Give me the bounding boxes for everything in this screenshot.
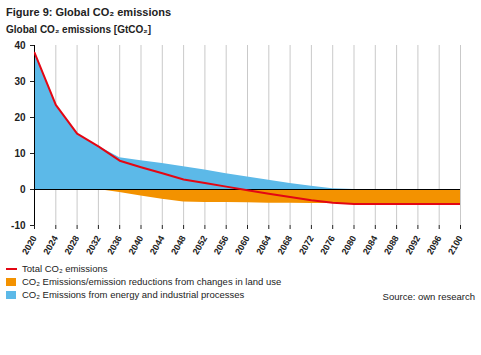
svg-text:2060: 2060 [233, 234, 252, 256]
html-text:Source: own research: Source: own research [382, 291, 475, 302]
svg-text:2068: 2068 [276, 234, 295, 256]
html-text:CO₂ Emissions/emission reducti: CO₂ Emissions/emission reductions from c… [22, 276, 282, 287]
svg-text:2036: 2036 [105, 234, 124, 256]
html-text:CO₂ Emissions from energy and: CO₂ Emissions from energy and industrial… [22, 289, 245, 300]
svg-text:2088: 2088 [382, 234, 401, 256]
svg-text:2084: 2084 [361, 234, 380, 256]
svg-text:2100: 2100 [446, 234, 465, 256]
svg-text:2040: 2040 [127, 234, 146, 256]
svg-text:2044: 2044 [148, 234, 167, 256]
svg-text:2020: 2020 [20, 234, 39, 256]
svg-text:-10: -10 [11, 220, 26, 231]
svg-text:2056: 2056 [212, 234, 231, 256]
svg-text:2024: 2024 [41, 234, 60, 256]
svg-text:2048: 2048 [169, 234, 188, 256]
svg-text:2064: 2064 [254, 234, 273, 256]
html-text:Global CO₂ emissions [GtCO₂]: Global CO₂ emissions [GtCO₂] [6, 24, 151, 35]
svg-text:2032: 2032 [84, 234, 103, 256]
svg-text:20: 20 [14, 112, 26, 123]
svg-text:30: 30 [14, 76, 26, 87]
svg-text:2028: 2028 [63, 234, 82, 256]
html-text:Total CO₂ emissions: Total CO₂ emissions [22, 263, 108, 274]
html-text:Figure 9: Global CO₂ emissions: Figure 9: Global CO₂ emissions [6, 6, 171, 18]
svg-text:2092: 2092 [403, 234, 422, 256]
svg-text:0: 0 [20, 184, 26, 195]
svg-text:2096: 2096 [425, 234, 444, 256]
svg-text:2052: 2052 [190, 234, 209, 256]
svg-text:2080: 2080 [340, 234, 359, 256]
svg-text:10: 10 [14, 148, 26, 159]
svg-text:2072: 2072 [297, 234, 316, 256]
svg-text:2076: 2076 [318, 234, 337, 256]
svg-text:40: 40 [14, 40, 26, 51]
